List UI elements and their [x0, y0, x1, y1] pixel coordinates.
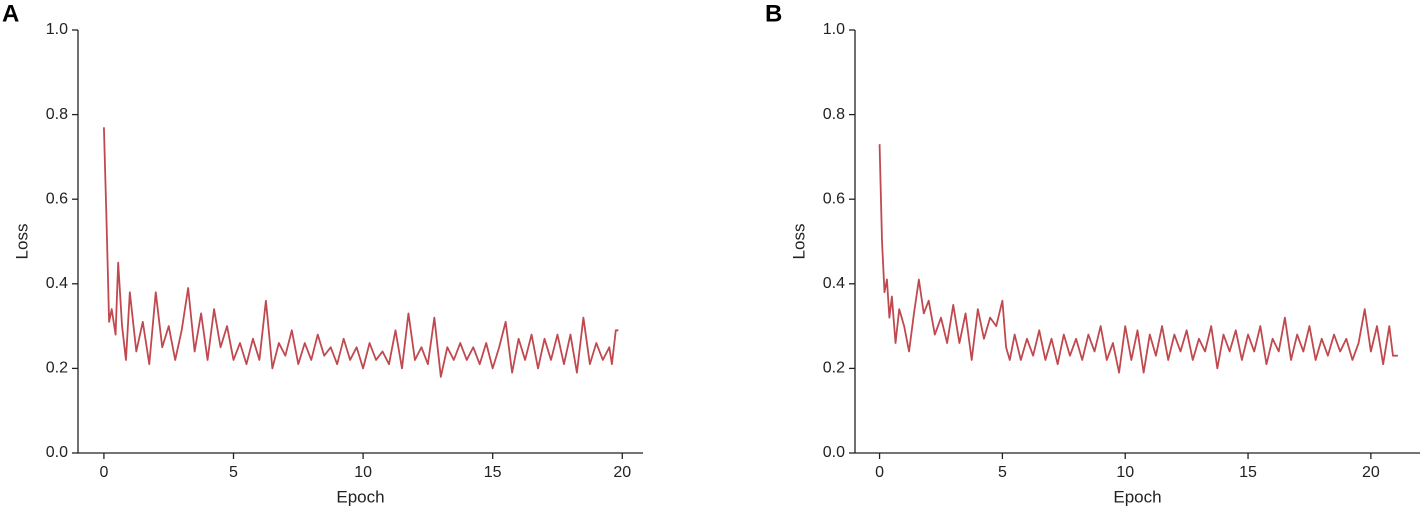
y-tick-label: 1.0 [46, 21, 68, 38]
x-tick-label: 15 [1239, 464, 1257, 481]
y-axis-label: Loss [789, 224, 808, 260]
loss-line [103, 127, 619, 378]
y-tick-label: 0.4 [46, 275, 68, 292]
y-tick-label: 0.0 [46, 444, 68, 461]
x-tick-label: 10 [1116, 464, 1134, 481]
x-axis-label: Epoch [336, 487, 384, 506]
y-tick-label: 0.8 [46, 106, 68, 123]
x-tick-label: 0 [99, 464, 108, 481]
x-tick-label: 0 [875, 464, 884, 481]
y-axis-label: Loss [12, 224, 31, 260]
y-tick-label: 0.0 [823, 444, 845, 461]
x-tick-label: 20 [613, 464, 631, 481]
y-tick-label: 0.2 [46, 360, 68, 377]
x-axis-label: Epoch [1113, 487, 1161, 506]
y-tick-label: 0.6 [46, 190, 68, 207]
x-tick-label: 15 [484, 464, 502, 481]
loss-line [878, 144, 1398, 374]
y-tick-label: 0.6 [823, 190, 845, 207]
x-tick-label: 5 [229, 464, 238, 481]
y-tick-label: 0.2 [823, 360, 845, 377]
x-tick-label: 10 [354, 464, 372, 481]
panel-label: A [2, 0, 19, 27]
panel-label: B [765, 0, 782, 27]
x-tick-label: 5 [998, 464, 1007, 481]
y-tick-label: 0.8 [823, 106, 845, 123]
y-tick-label: 0.4 [823, 275, 845, 292]
y-tick-label: 1.0 [823, 21, 845, 38]
x-tick-label: 20 [1362, 464, 1380, 481]
